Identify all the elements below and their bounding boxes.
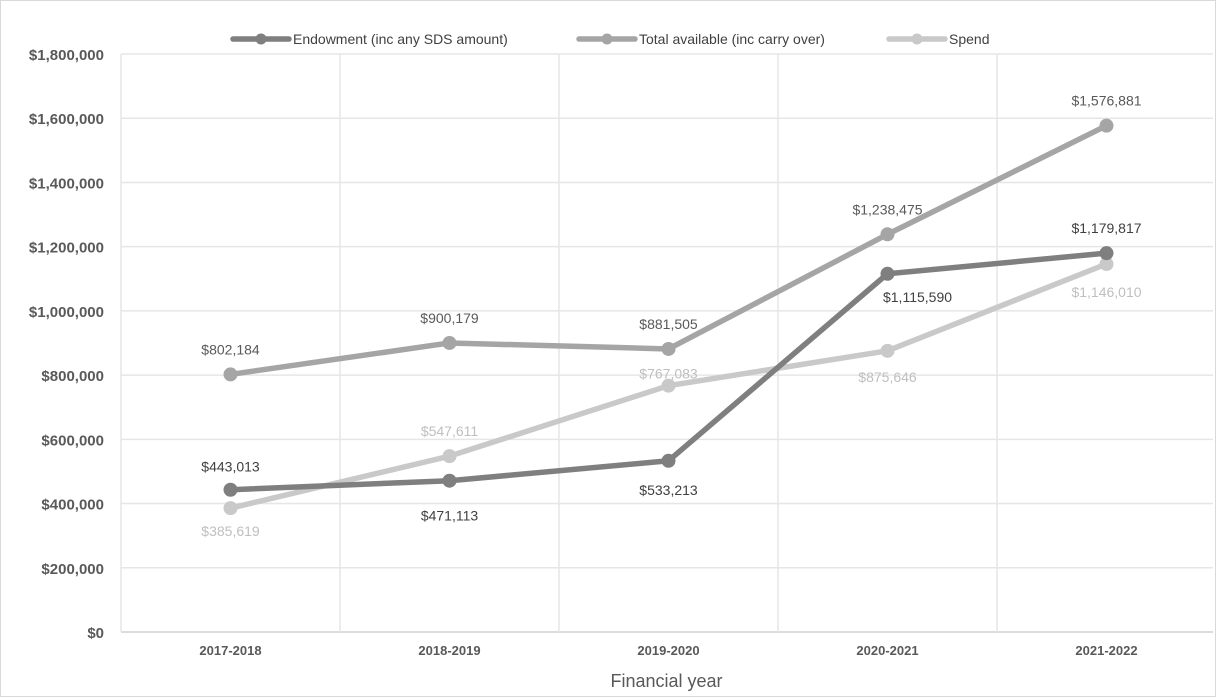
x-tick-label: 2020-2021 — [856, 643, 918, 658]
legend-marker — [601, 33, 613, 45]
series-lines — [223, 118, 1114, 516]
data-point — [661, 453, 676, 468]
y-tick-label: $0 — [87, 625, 104, 642]
y-tick-label: $1,000,000 — [29, 304, 104, 321]
data-labels: $443,013 $471,113 $533,213 $1,115,590 $1,179… — [201, 93, 1141, 540]
data-point — [880, 227, 895, 242]
data-label: $1,576,881 — [1071, 93, 1141, 109]
data-point — [442, 335, 457, 350]
x-tick-label: 2019-2020 — [637, 643, 699, 658]
y-tick-label: $1,200,000 — [29, 240, 104, 257]
y-tick-label: $1,400,000 — [29, 175, 104, 192]
y-axis: $0 $200,000 $400,000 $600,000 $800,000 $1,000… — [29, 47, 104, 642]
y-tick-label: $200,000 — [41, 561, 104, 578]
data-label: $1,115,590 — [883, 289, 952, 305]
data-label: $881,505 — [639, 316, 698, 332]
data-label: $385,619 — [201, 523, 260, 539]
x-tick-label: 2017-2018 — [199, 643, 261, 658]
data-point — [223, 482, 238, 497]
grid — [120, 53, 1213, 633]
data-point — [1099, 118, 1114, 133]
data-label: $1,238,475 — [852, 201, 922, 217]
legend-label: Spend — [949, 31, 989, 47]
legend-marker — [255, 33, 267, 45]
data-point — [223, 501, 238, 516]
data-point — [442, 449, 457, 464]
data-point — [880, 343, 895, 358]
data-label: $875,646 — [858, 369, 917, 385]
x-tick-label: 2018-2019 — [418, 643, 480, 658]
x-axis: 2017-2018 2018-2019 2019-2020 2020-2021 2021… — [199, 643, 1137, 658]
x-tick-label: 2021-2022 — [1075, 643, 1137, 658]
data-label: $547,611 — [421, 423, 479, 439]
data-point — [661, 378, 676, 393]
data-label: $443,013 — [201, 459, 260, 475]
data-label: $767,083 — [639, 366, 698, 382]
legend: Endowment (inc any SDS amount) Total avai… — [230, 31, 989, 47]
y-tick-label: $1,600,000 — [29, 111, 104, 128]
y-tick-label: $800,000 — [41, 368, 104, 385]
data-label: $802,184 — [201, 341, 260, 357]
legend-marker — [911, 33, 923, 45]
data-point — [1099, 257, 1114, 272]
data-point — [661, 341, 676, 356]
data-point — [1099, 246, 1114, 261]
y-tick-label: $400,000 — [41, 497, 104, 514]
data-point — [442, 473, 457, 488]
data-point — [880, 266, 895, 281]
data-label: $471,113 — [421, 508, 479, 524]
data-point — [223, 367, 238, 382]
y-tick-label: $600,000 — [41, 432, 104, 449]
data-label: $533,213 — [639, 482, 698, 498]
data-label: $1,146,010 — [1071, 284, 1141, 300]
legend-label: Total available (inc carry over) — [639, 31, 825, 47]
y-tick-label: $1,800,000 — [29, 47, 104, 64]
x-axis-title: Financial year — [610, 671, 722, 691]
data-label: $1,179,817 — [1071, 220, 1141, 236]
data-label: $900,179 — [420, 310, 479, 326]
legend-label: Endowment (inc any SDS amount) — [293, 31, 508, 47]
series-line — [227, 122, 1110, 378]
